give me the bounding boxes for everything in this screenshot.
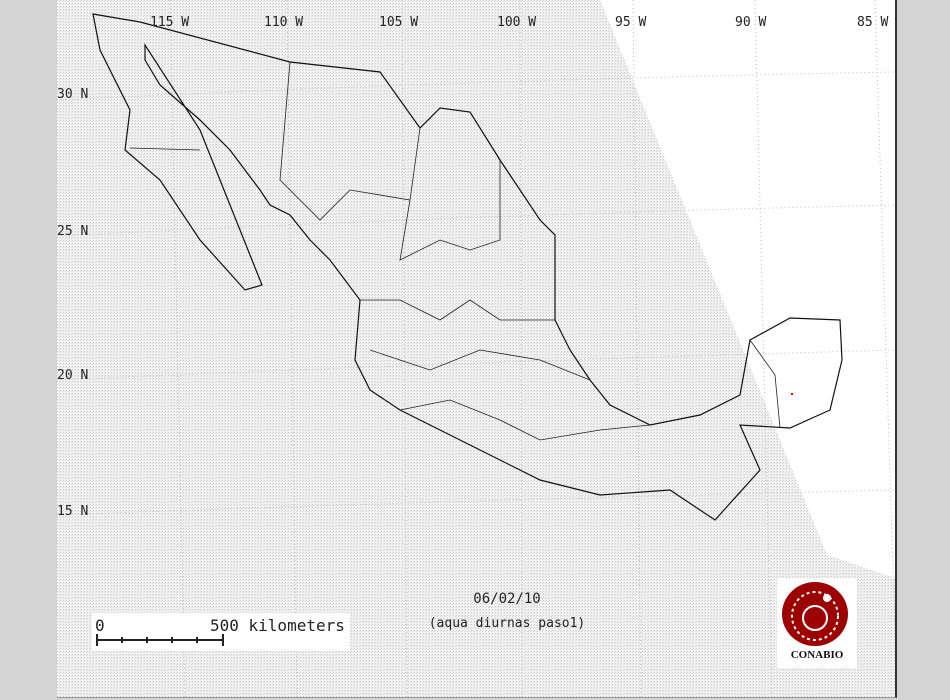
satellite-coverage-swath bbox=[57, 0, 895, 697]
lon-label-95w: 95 W bbox=[615, 15, 647, 30]
lon-label-115w: 115 W bbox=[150, 15, 190, 30]
scale-bar: 0 500 kilometers bbox=[92, 613, 350, 651]
conabio-logo-text: CONABIO bbox=[790, 649, 844, 661]
lon-label-85w: 85 W bbox=[857, 15, 889, 30]
map-frame: 115 W 110 W 105 W 100 W 95 W 90 W 85 W 3… bbox=[57, 0, 897, 698]
lon-label-100w: 100 W bbox=[497, 15, 537, 30]
lon-label-90w: 90 W bbox=[735, 15, 767, 30]
scale-ruler bbox=[96, 634, 224, 646]
map-date: 06/02/10 bbox=[473, 591, 541, 607]
lat-label-25n: 25 N bbox=[57, 224, 89, 239]
scale-label: 500 kilometers bbox=[210, 616, 345, 635]
lon-label-105w: 105 W bbox=[379, 15, 419, 30]
lat-label-20n: 20 N bbox=[57, 368, 89, 383]
map-subtitle: (aqua diurnas paso1) bbox=[428, 616, 586, 631]
lon-label-110w: 110 W bbox=[264, 15, 304, 30]
mexico-outline bbox=[92, 13, 843, 521]
state-borders bbox=[129, 61, 781, 441]
scale-start: 0 bbox=[95, 616, 105, 635]
lat-label-15n: 15 N bbox=[57, 504, 89, 519]
conabio-logo: CONABIO bbox=[777, 578, 857, 668]
conabio-emblem-icon bbox=[782, 582, 848, 646]
graticule bbox=[57, 0, 895, 697]
map-canvas bbox=[57, 0, 895, 697]
lat-label-30n: 30 N bbox=[57, 87, 89, 102]
fire-hotspot bbox=[790, 392, 794, 396]
